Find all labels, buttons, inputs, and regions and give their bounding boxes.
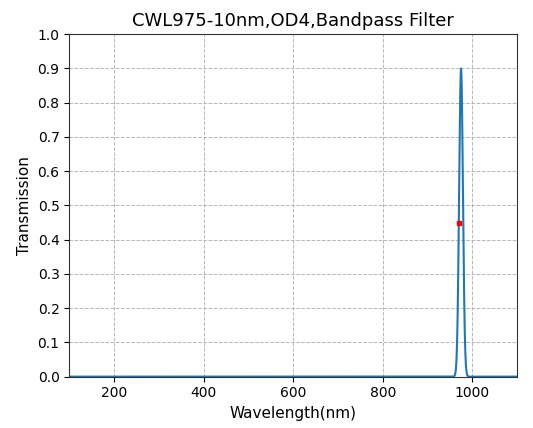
Y-axis label: Transmission: Transmission [17, 156, 32, 255]
X-axis label: Wavelength(nm): Wavelength(nm) [230, 406, 357, 421]
Title: CWL975-10nm,OD4,Bandpass Filter: CWL975-10nm,OD4,Bandpass Filter [132, 12, 454, 30]
